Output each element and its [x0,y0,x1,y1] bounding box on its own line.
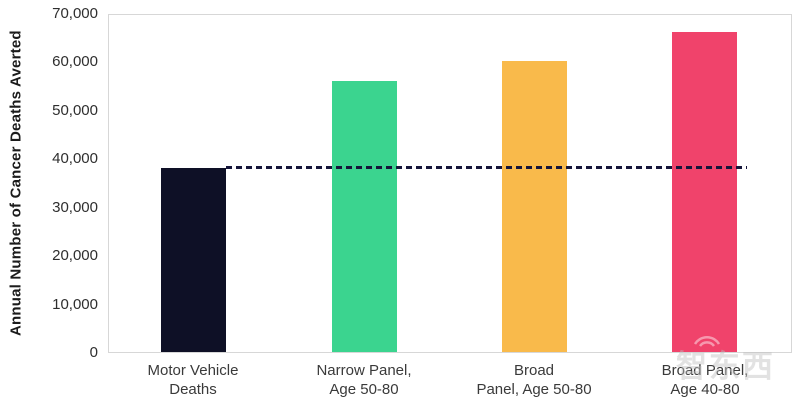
x-tick-line: Broad [513,362,555,379]
x-tick-line: Deaths [169,381,217,398]
bar-motor-vehicle-deaths [161,168,226,352]
x-tick-line: Motor Vehicle [147,362,239,379]
x-tick-label: Broad Panel, Age 50-80 [444,361,624,399]
x-tick-line: Narrow Panel, [316,362,412,379]
x-tick-line: Broad Panel, [661,362,749,379]
y-tick-label: 30,000 [52,199,98,216]
y-axis: 70,000 60,000 50,000 40,000 30,000 20,00… [0,0,100,405]
bar-broad-panel-age-40-80 [672,32,737,352]
y-tick-label: 0 [89,344,98,361]
x-tick-line: Age 50-80 [329,381,399,398]
x-tick-line: Age 40-80 [670,381,740,398]
x-tick-label: Narrow Panel, Age 50-80 [274,361,454,399]
y-tick-label: 50,000 [52,102,98,119]
reference-line [226,166,747,169]
y-tick-label: 10,000 [52,296,98,313]
bar-narrow-panel-age-50-80 [332,81,397,352]
y-tick-label: 60,000 [52,53,98,70]
y-tick-label: 40,000 [52,150,98,167]
y-tick-label: 20,000 [52,247,98,264]
bar-broad-panel-age-50-80 [502,61,567,352]
plot-area [108,14,792,353]
x-tick-label: Motor Vehicle Deaths [103,361,283,399]
x-tick-label: Broad Panel, Age 40-80 [615,361,795,399]
y-tick-label: 70,000 [52,5,98,22]
x-axis: Motor Vehicle Deaths Narrow Panel, Age 5… [0,361,800,403]
x-tick-line: Panel, Age 50-80 [476,381,592,398]
